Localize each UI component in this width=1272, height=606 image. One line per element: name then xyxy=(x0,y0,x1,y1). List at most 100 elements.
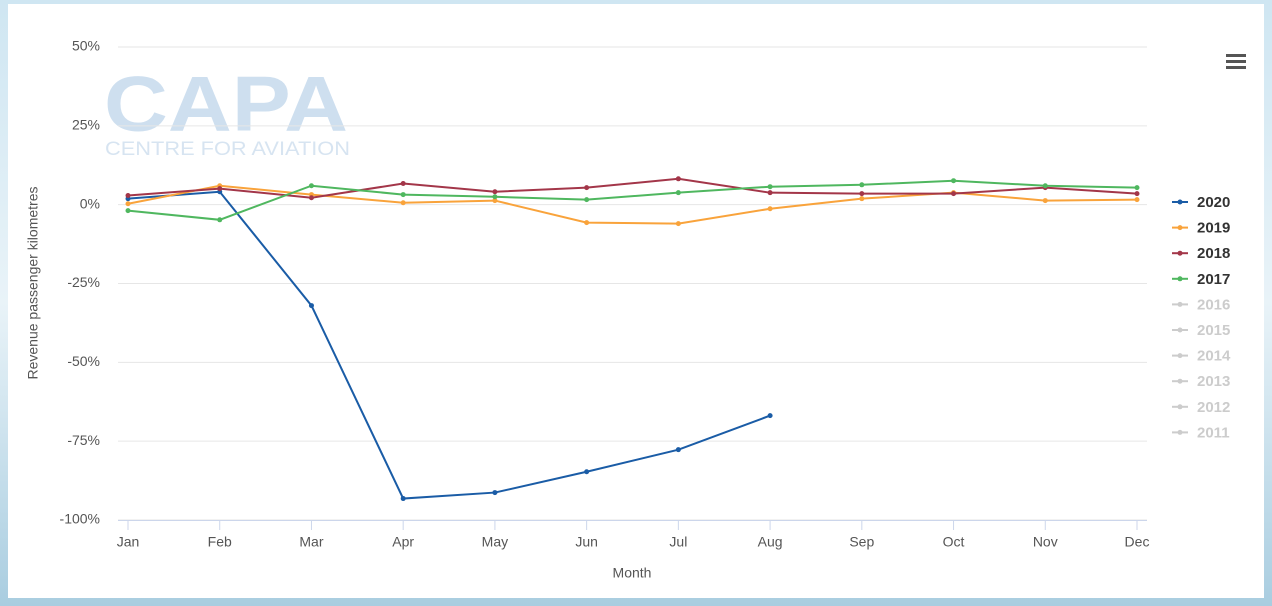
legend-marker xyxy=(1177,276,1183,282)
menu-bar xyxy=(1226,54,1246,57)
point-marker xyxy=(951,191,957,197)
point-marker xyxy=(675,176,681,182)
y-tick-label: -100% xyxy=(60,511,100,527)
legend-label: 2011 xyxy=(1197,424,1230,441)
x-tick-label: Nov xyxy=(1033,534,1058,550)
point-marker xyxy=(400,496,406,502)
point-marker xyxy=(1134,191,1140,197)
y-tick-label: -50% xyxy=(67,353,100,369)
point-marker xyxy=(308,303,314,309)
series-line xyxy=(127,190,771,500)
point-marker xyxy=(859,182,865,188)
legend-marker xyxy=(1177,301,1183,307)
x-tick-label: Dec xyxy=(1125,534,1150,550)
x-tick-label: Jun xyxy=(575,534,598,550)
point-marker xyxy=(492,490,498,496)
y-tick-label: 25% xyxy=(72,117,100,133)
x-tick-label: May xyxy=(482,534,508,550)
legend-item[interactable]: 2020 xyxy=(1172,194,1230,211)
x-tick-label: Feb xyxy=(208,534,232,550)
y-tick-label: 50% xyxy=(72,38,100,54)
watermark-subtitle: CENTRE FOR AVIATION xyxy=(105,139,350,160)
legend-label: 2013 xyxy=(1197,373,1230,390)
point-marker xyxy=(125,201,131,207)
legend-item[interactable]: 2012 xyxy=(1172,399,1230,416)
point-marker xyxy=(859,196,865,202)
legend-marker xyxy=(1177,199,1183,205)
point-marker xyxy=(125,208,131,214)
legend-marker xyxy=(1177,378,1183,384)
point-marker xyxy=(767,184,773,190)
point-marker xyxy=(492,189,498,195)
point-marker xyxy=(951,178,957,184)
point-marker xyxy=(675,221,681,227)
y-axis-title: Revenue passenger kilometres xyxy=(25,187,41,380)
watermark: CAPA CENTRE FOR AVIATION xyxy=(104,60,350,160)
legend-label: 2017 xyxy=(1197,271,1230,288)
x-tick-label: Sep xyxy=(849,534,874,550)
legend-label: 2014 xyxy=(1197,348,1231,365)
series-line xyxy=(127,184,1138,225)
y-tick-label: -75% xyxy=(67,432,100,448)
legend-marker xyxy=(1177,225,1183,231)
y-tick-label: -25% xyxy=(67,274,100,290)
point-marker xyxy=(1134,185,1140,191)
point-marker xyxy=(584,197,590,203)
point-marker xyxy=(767,413,773,419)
point-marker xyxy=(308,195,314,201)
x-tick-label: Apr xyxy=(392,534,414,550)
x-tick-label: Mar xyxy=(299,534,323,550)
legend-item[interactable]: 2019 xyxy=(1172,220,1230,237)
point-marker xyxy=(1042,183,1048,189)
x-tick-label: Aug xyxy=(758,534,783,550)
point-marker xyxy=(675,447,681,453)
legend-item[interactable]: 2014 xyxy=(1172,348,1231,365)
point-marker xyxy=(675,190,681,196)
legend-marker xyxy=(1177,404,1183,410)
point-marker xyxy=(767,190,773,196)
point-marker xyxy=(308,183,314,189)
point-marker xyxy=(767,206,773,212)
y-tick-label: 0% xyxy=(80,195,100,211)
legend-label: 2016 xyxy=(1197,296,1230,313)
point-marker xyxy=(400,192,406,198)
legend-label: 2019 xyxy=(1197,220,1230,237)
x-axis-title: Month xyxy=(613,565,652,581)
point-marker xyxy=(1042,198,1048,204)
legend-item[interactable]: 2018 xyxy=(1172,245,1230,262)
legend-label: 2020 xyxy=(1197,194,1230,211)
point-marker xyxy=(584,469,590,475)
legend-item[interactable]: 2015 xyxy=(1172,322,1230,339)
point-marker xyxy=(492,194,498,200)
chart-background xyxy=(8,4,1264,598)
menu-bar xyxy=(1226,66,1246,69)
point-marker xyxy=(1134,197,1140,203)
series-line xyxy=(127,179,1138,221)
legend-item[interactable]: 2013 xyxy=(1172,373,1230,390)
legend-item[interactable]: 2016 xyxy=(1172,296,1230,313)
legend-marker xyxy=(1177,250,1183,256)
legend-label: 2018 xyxy=(1197,245,1230,262)
point-marker xyxy=(584,220,590,226)
legend-marker xyxy=(1177,327,1183,333)
x-tick-label: Oct xyxy=(943,534,965,550)
legend-label: 2012 xyxy=(1197,399,1230,416)
legend-marker xyxy=(1177,429,1183,435)
x-tick-label: Jan xyxy=(117,534,140,550)
point-marker xyxy=(859,191,865,197)
series xyxy=(125,178,1140,223)
watermark-title: CAPA xyxy=(104,60,348,148)
legend-item[interactable]: 2011 xyxy=(1172,424,1230,441)
legend-marker xyxy=(1177,353,1183,359)
menu-button[interactable] xyxy=(1226,54,1246,69)
menu-bar xyxy=(1226,60,1246,63)
point-marker xyxy=(217,186,223,192)
point-marker xyxy=(125,193,131,199)
point-marker xyxy=(584,185,590,191)
series-line xyxy=(127,177,1138,199)
point-marker xyxy=(492,198,498,204)
point-marker xyxy=(217,217,223,223)
legend-item[interactable]: 2017 xyxy=(1172,271,1230,288)
point-marker xyxy=(400,200,406,206)
